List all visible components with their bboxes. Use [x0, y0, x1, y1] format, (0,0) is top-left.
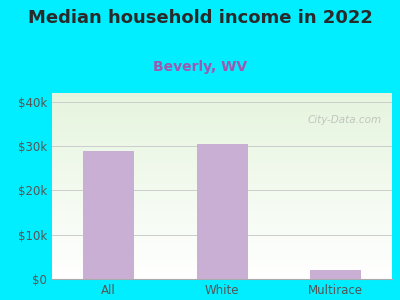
Text: Beverly, WV: Beverly, WV [153, 60, 247, 74]
Bar [310, 270, 361, 279]
Text: City-Data.com: City-Data.com [308, 115, 382, 125]
Bar [196, 144, 248, 279]
Text: Median household income in 2022: Median household income in 2022 [28, 9, 372, 27]
Bar [83, 151, 134, 279]
